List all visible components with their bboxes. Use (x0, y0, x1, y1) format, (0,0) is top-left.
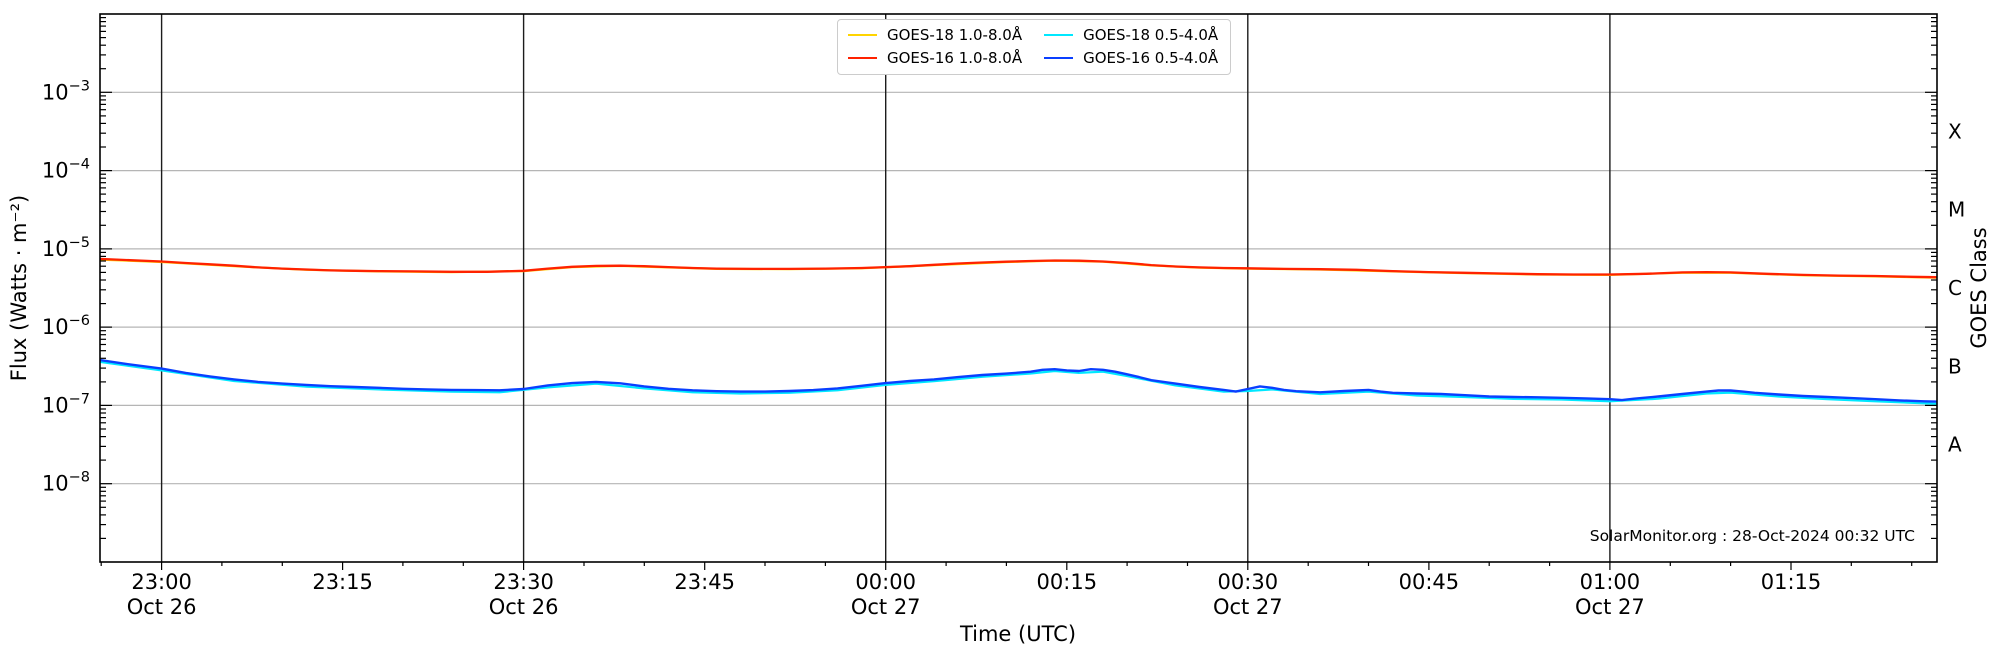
legend-item-goes16-short: GOES-16 0.5-4.0Å (1044, 48, 1218, 68)
y-tick-label: 10−4 (42, 157, 90, 183)
legend-item-goes16-long: GOES-16 1.0-8.0Å (848, 48, 1022, 68)
vertical-time-gridlines (160, 14, 1611, 562)
x-axis-title: Time (UTC) (959, 622, 1077, 646)
y-tick-label: 10−5 (42, 235, 90, 261)
x-tick-date-label: Oct 26 (127, 595, 197, 619)
legend-label-goes18-short: GOES-18 0.5-4.0Å (1083, 26, 1219, 44)
legend-swatch-goes16-long-icon (848, 57, 877, 59)
plot-border (99, 13, 1938, 563)
series-line-goes-16-0-5-4-0- (100, 358, 1937, 403)
y-ticks (100, 17, 1937, 540)
series-lines (100, 257, 1937, 405)
x-tick-date-label: Oct 27 (1575, 595, 1645, 619)
x-tick-label: 01:00 (1580, 570, 1641, 594)
y-tick-label: 10−8 (42, 470, 90, 496)
x-tick-date-label: Oct 26 (489, 595, 559, 619)
y-tick-labels: 10−3 10−4 10−5 10−6 10−7 10−8 (42, 78, 90, 495)
goes-class-a: A (1948, 433, 1962, 457)
legend-item-goes18-short: GOES-18 0.5-4.0Å (1044, 25, 1218, 45)
legend-item-goes18-long: GOES-18 1.0-8.0Å (848, 25, 1022, 45)
goes-class-c: C (1948, 276, 1962, 300)
x-tick-date-label: Oct 27 (1213, 595, 1283, 619)
goes-class-x: X (1948, 119, 1962, 143)
x-tick-label: 00:45 (1399, 570, 1460, 594)
y-tick-label: 10−7 (42, 391, 90, 417)
goes-class-m: M (1948, 198, 1965, 222)
x-tick-label: 23:45 (674, 570, 735, 594)
x-tick-label: 00:30 (1218, 570, 1279, 594)
legend-label-goes18-long: GOES-18 1.0-8.0Å (887, 26, 1023, 44)
legend-label-goes16-short: GOES-16 0.5-4.0Å (1083, 49, 1219, 67)
y-axis-title: Flux (Watts · m⁻²) (7, 195, 31, 381)
series-line-goes-18-0-5-4-0- (100, 360, 1937, 405)
legend-label-goes16-long: GOES-16 1.0-8.0Å (887, 49, 1023, 67)
goes-class-labels: X M C B A (1948, 119, 1965, 456)
x-tick-label: 01:15 (1761, 570, 1822, 594)
y-gridlines (100, 91, 1937, 485)
x-tick-label: 23:00 (131, 570, 192, 594)
legend: GOES-18 1.0-8.0Å GOES-16 1.0-8.0Å GOES-1… (837, 19, 1232, 75)
legend-swatch-goes18-long-icon (848, 34, 877, 36)
legend-swatch-goes18-short-icon (1044, 34, 1074, 36)
series-line-goes-16-1-0-8-0- (100, 257, 1937, 279)
watermark-timestamp: SolarMonitor.org : 28-Oct-2024 00:32 UTC (1589, 527, 1915, 545)
x-tick-date-label: Oct 27 (851, 595, 921, 619)
x-tick-label: 23:15 (312, 570, 373, 594)
y-tick-label: 10−3 (42, 78, 90, 104)
x-tick-label: 00:00 (855, 570, 916, 594)
legend-swatch-goes16-short-icon (1044, 57, 1074, 59)
x-tick-label: 23:30 (493, 570, 554, 594)
y-tick-label: 10−6 (42, 313, 90, 339)
x-ticks (100, 562, 1913, 570)
x-tick-label: 00:15 (1037, 570, 1098, 594)
goes-class-b: B (1948, 354, 1962, 378)
y-axis-title-right: GOES Class (1967, 227, 1991, 348)
